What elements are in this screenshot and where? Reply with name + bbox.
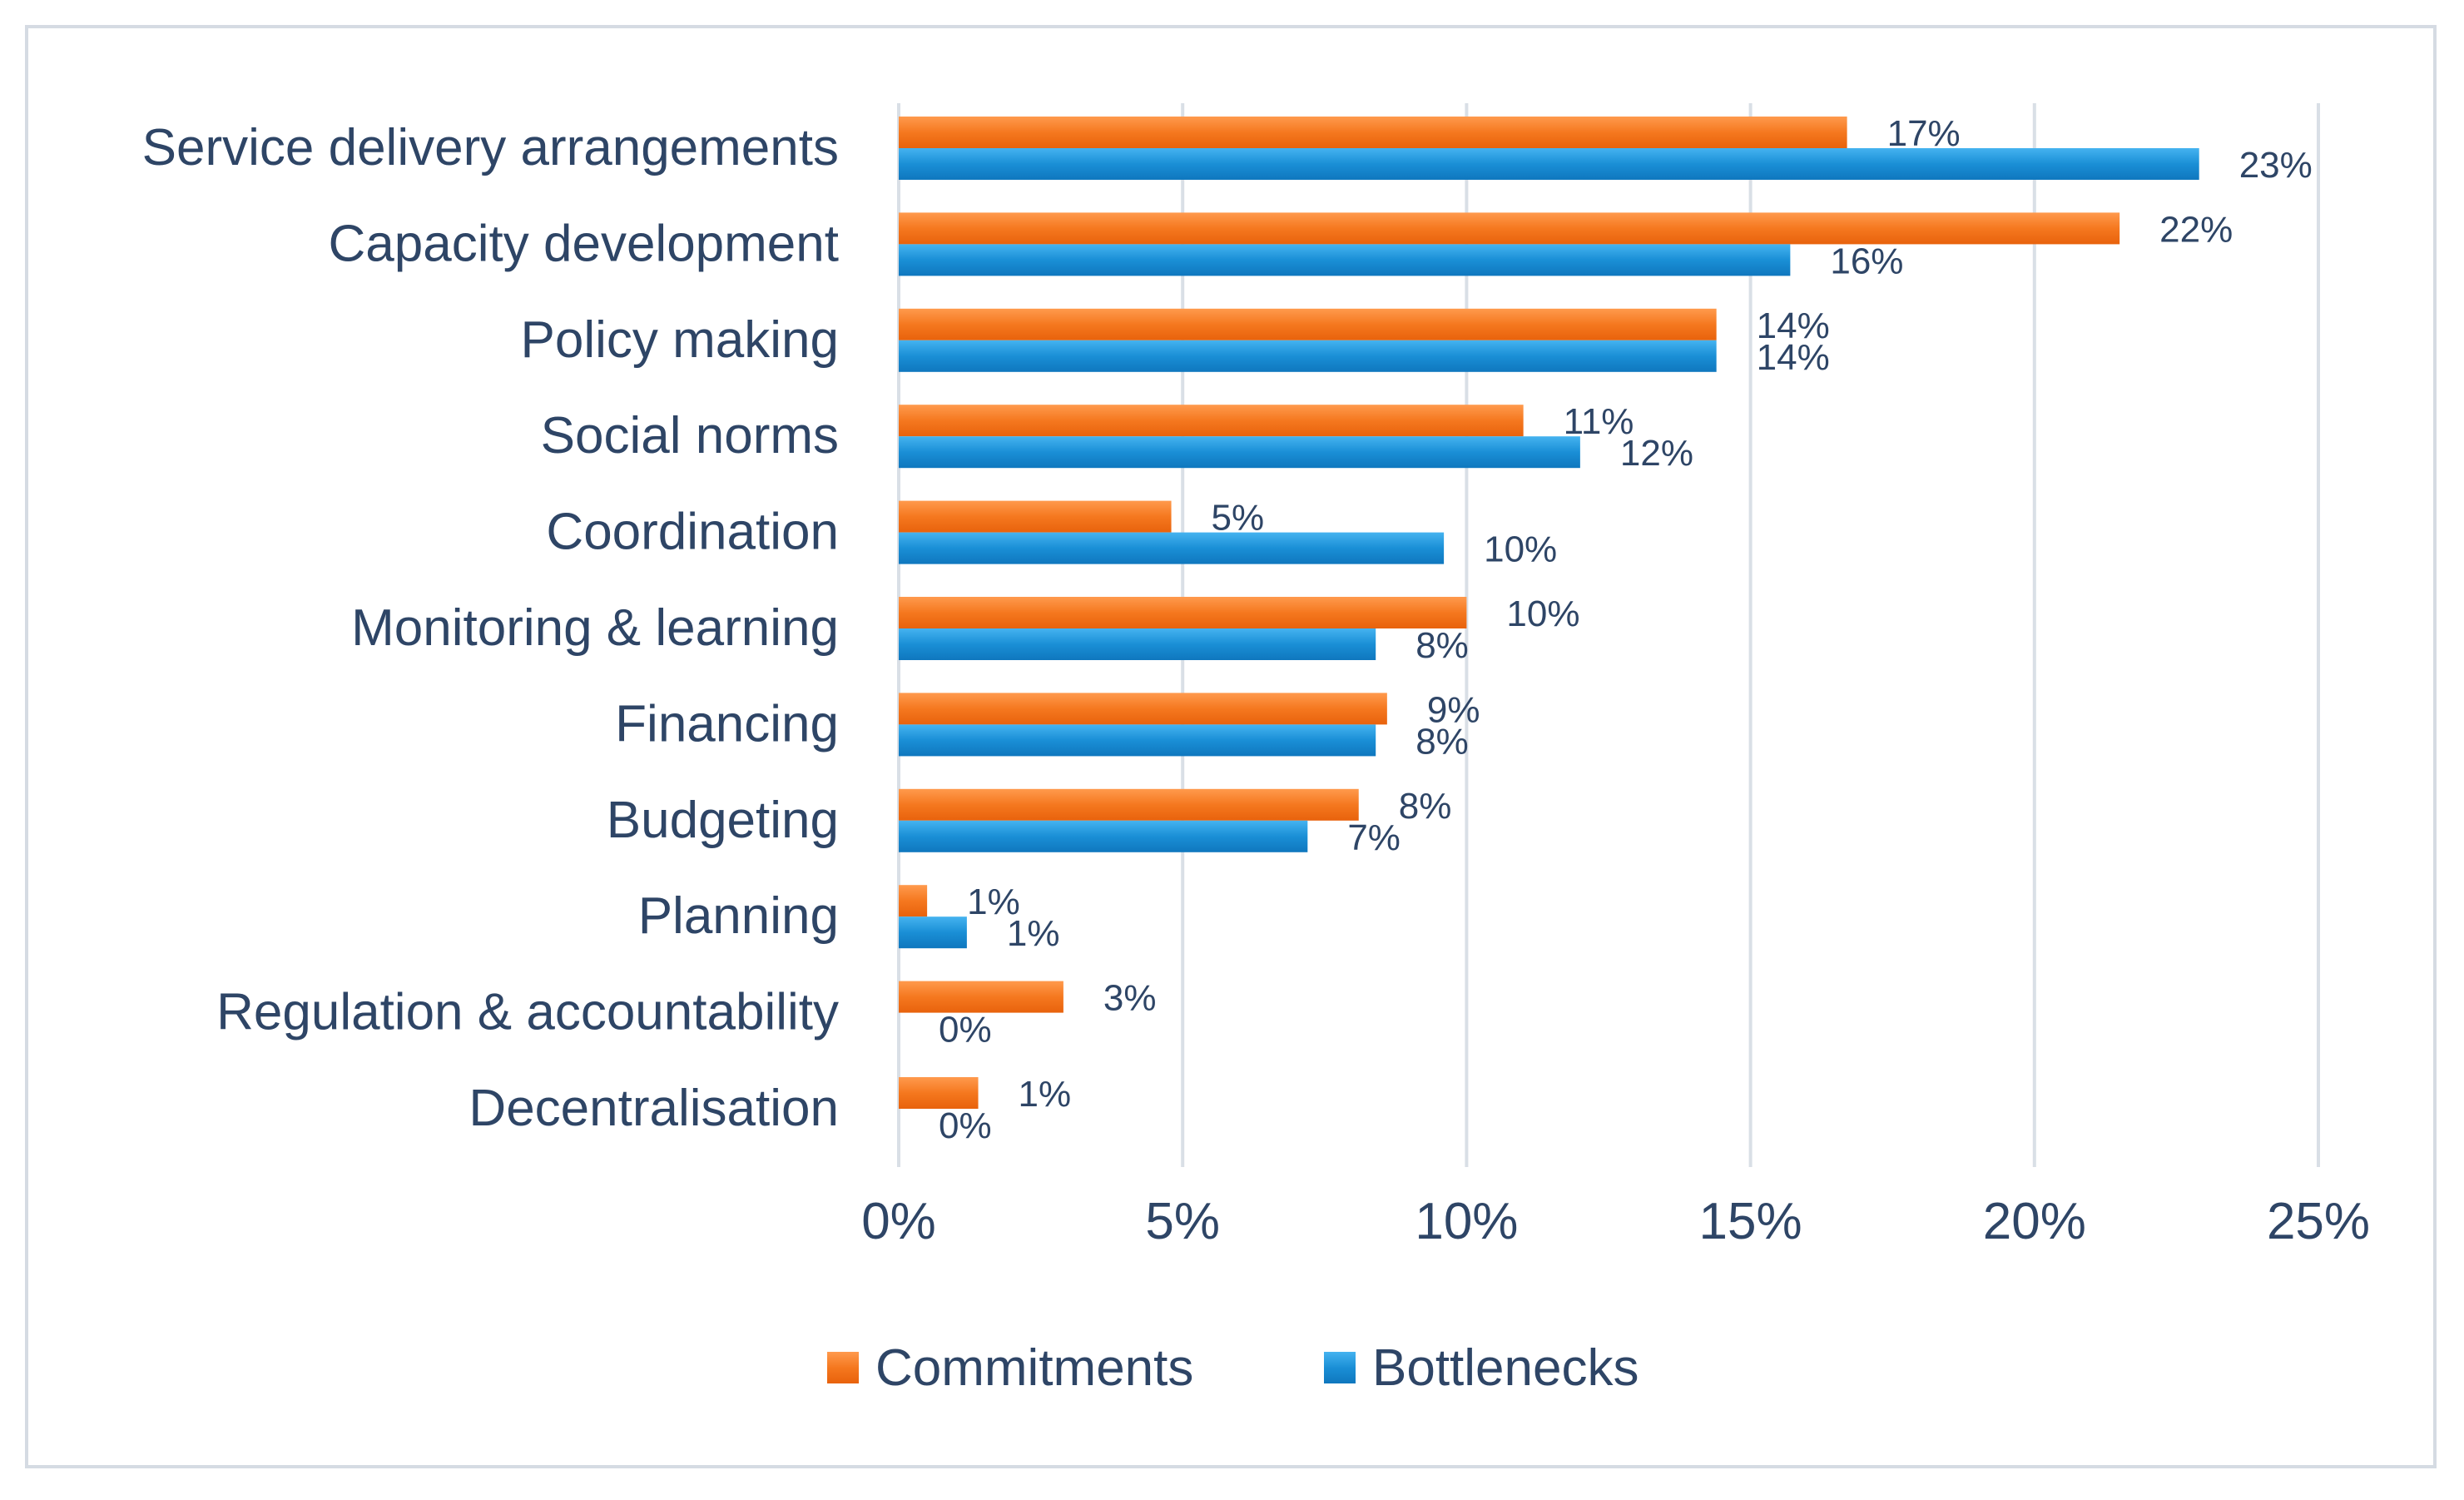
value-label-bottlenecks-budgeting: 7% xyxy=(1347,817,1401,858)
bar-commitments-financing xyxy=(899,693,1387,725)
category-label-regulation-and-accountability: Regulation & accountability xyxy=(216,984,839,1041)
value-label-commitments-service-delivery-arrangements: 17% xyxy=(1887,113,1961,154)
chart-frame: 17% 23% 22% 16% 14% 14% 11% 12% 5% 10% 10% 8% 9% 8% 8%… xyxy=(25,25,2437,1468)
bar-commitments-planning xyxy=(899,885,928,917)
bar-chart: 17%23%22%16%14%14%11%12%5%10%10%8%9%8%8%… xyxy=(142,103,2370,1397)
value-label-bottlenecks-coordination: 10% xyxy=(1484,529,1557,570)
x-axis-ticks: 0% 5% 10% 15% 20% 25% xyxy=(861,1193,2370,1250)
category-labels: Service delivery arrangements Capacity de… xyxy=(142,119,839,1137)
value-label-bottlenecks-financing: 8% xyxy=(1415,721,1469,762)
bar-commitments-service-delivery-arrangements xyxy=(899,117,1847,148)
category-label-capacity-development: Capacity development xyxy=(329,215,839,272)
value-label-commitments-decentralisation: 1% xyxy=(1019,1074,1072,1115)
bar-bottlenecks-social-norms xyxy=(899,436,1580,469)
category-label-budgeting: Budgeting xyxy=(607,792,839,849)
value-label-commitments-social-norms: 11% xyxy=(1564,401,1634,442)
value-label-bottlenecks-regulation-and-accountability: 0% xyxy=(939,1010,992,1050)
legend: Commitments Bottlenecks xyxy=(827,1339,1639,1397)
bar-bottlenecks-service-delivery-arrangements xyxy=(899,148,2199,180)
category-label-monitoring-and-learning: Monitoring & learning xyxy=(351,599,839,657)
bar-bottlenecks-monitoring-and-learning xyxy=(899,628,1376,660)
value-label-bottlenecks-service-delivery-arrangements: 23% xyxy=(2239,145,2313,186)
legend-label-bottlenecks: Bottlenecks xyxy=(1372,1339,1639,1397)
category-label-policy-making: Policy making xyxy=(521,311,839,369)
value-label-commitments-financing: 9% xyxy=(1427,689,1480,730)
bar-bottlenecks-capacity-development xyxy=(899,244,1791,276)
value-label-commitments-budgeting: 8% xyxy=(1399,786,1452,827)
value-label-commitments-monitoring-and-learning: 10% xyxy=(1506,594,1579,634)
category-label-social-norms: Social norms xyxy=(541,407,839,464)
x-tick-label-15: 15% xyxy=(1699,1193,1802,1250)
bar-commitments-regulation-and-accountability xyxy=(899,981,1063,1013)
bar-bottlenecks-coordination xyxy=(899,532,1445,564)
category-label-decentralisation: Decentralisation xyxy=(469,1080,839,1137)
value-label-commitments-policy-making: 14% xyxy=(1757,305,1830,346)
category-label-service-delivery-arrangements: Service delivery arrangements xyxy=(142,119,839,176)
bars xyxy=(899,117,2199,1109)
bar-commitments-social-norms xyxy=(899,405,1524,437)
value-label-bottlenecks-planning: 1% xyxy=(1007,913,1060,954)
x-tick-label-5: 5% xyxy=(1145,1193,1220,1250)
bar-bottlenecks-budgeting xyxy=(899,820,1308,852)
bar-bottlenecks-policy-making xyxy=(899,340,1717,372)
bar-commitments-policy-making xyxy=(899,308,1717,340)
value-labels: 17%23%22%16%14%14%11%12%5%10%10%8%9%8%8%… xyxy=(939,113,2313,1146)
bar-bottlenecks-planning xyxy=(899,916,967,949)
bar-commitments-monitoring-and-learning xyxy=(899,597,1467,628)
bar-commitments-capacity-development xyxy=(899,212,2120,245)
value-label-bottlenecks-capacity-development: 16% xyxy=(1830,241,1903,281)
bar-commitments-budgeting xyxy=(899,788,1359,821)
category-label-coordination: Coordination xyxy=(546,504,839,561)
bar-bottlenecks-financing xyxy=(899,724,1376,757)
x-tick-label-25: 25% xyxy=(2267,1193,2370,1250)
value-label-bottlenecks-policy-making: 14% xyxy=(1757,337,1830,378)
value-label-commitments-regulation-and-accountability: 3% xyxy=(1103,978,1157,1019)
value-label-commitments-planning: 1% xyxy=(967,882,1020,922)
legend-swatch-bottlenecks xyxy=(1324,1352,1356,1383)
bar-commitments-coordination xyxy=(899,500,1172,533)
legend-label-commitments: Commitments xyxy=(875,1339,1193,1397)
x-tick-label-20: 20% xyxy=(1983,1193,2086,1250)
value-label-bottlenecks-monitoring-and-learning: 8% xyxy=(1415,625,1469,666)
x-tick-label-0: 0% xyxy=(861,1193,936,1250)
value-label-bottlenecks-decentralisation: 0% xyxy=(939,1105,992,1146)
legend-swatch-commitments xyxy=(827,1352,859,1383)
value-label-bottlenecks-social-norms: 12% xyxy=(1620,433,1693,474)
x-tick-label-10: 10% xyxy=(1415,1193,1518,1250)
category-label-financing: Financing xyxy=(615,695,839,752)
value-label-commitments-coordination: 5% xyxy=(1212,498,1265,539)
value-label-commitments-capacity-development: 22% xyxy=(2159,209,2233,250)
category-label-planning: Planning xyxy=(638,887,839,945)
bar-commitments-decentralisation xyxy=(899,1077,979,1109)
